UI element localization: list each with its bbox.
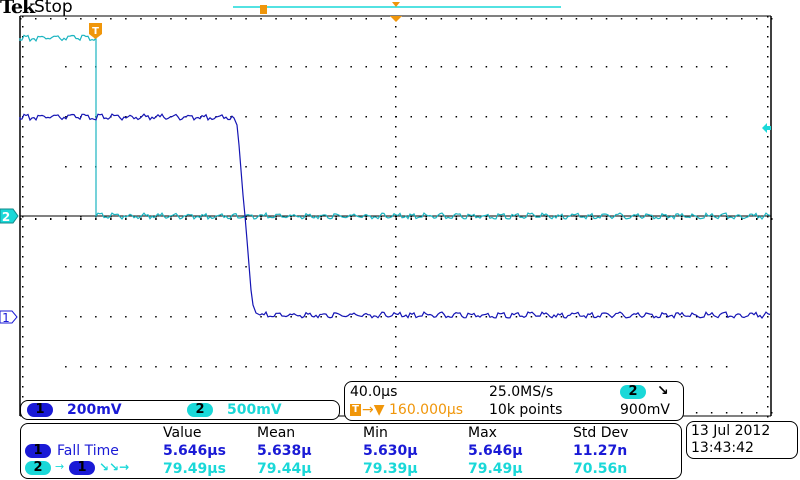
ch2-badge[interactable]: 2	[187, 403, 213, 417]
date: 13 Jul 2012	[691, 423, 771, 439]
delay-arrow-icon: →▼	[362, 402, 385, 418]
meas2-mean: 79.44µ	[257, 461, 312, 477]
brand-logo: Tek	[0, 0, 35, 18]
ch1-waveform	[19, 113, 771, 319]
meas2-max: 79.49µ	[468, 461, 523, 477]
svg-text:1: 1	[2, 311, 10, 325]
delay-edges-icon: ↘↘→	[99, 460, 130, 474]
measurements-panel: Value Mean Min Max Std Dev 1 Fall Time 5…	[20, 423, 682, 479]
sample-rate: 25.0MS/s	[489, 384, 554, 400]
trigger-delay[interactable]: 160.000µs	[389, 402, 464, 418]
header-mean: Mean	[257, 425, 296, 441]
trigger-level[interactable]: 900mV	[620, 402, 670, 418]
svg-text:T: T	[92, 26, 99, 37]
falling-edge-icon: ↘	[657, 383, 669, 399]
meas2-source-badge[interactable]: 2	[25, 461, 51, 475]
meas2-std-dev: 70.56n	[573, 461, 628, 477]
trigger-source-badge[interactable]: 2	[620, 385, 646, 399]
ch1-ground-marker[interactable]: 1	[0, 310, 18, 325]
header-value: Value	[163, 425, 202, 441]
trigger-position-marker[interactable]: T	[89, 23, 102, 39]
record-center-marker	[392, 2, 400, 7]
record-trigger-marker	[260, 5, 267, 14]
record-length: 10k points	[489, 402, 563, 418]
header-min: Min	[363, 425, 388, 441]
ch1-badge[interactable]: 1	[27, 403, 53, 417]
expansion-point-marker	[390, 16, 402, 22]
meas1-label[interactable]: Fall Time	[57, 443, 119, 459]
meas1-source-badge[interactable]: 1	[25, 444, 51, 458]
acquisition-state: Stop	[34, 0, 73, 17]
ch2-waveform	[19, 34, 771, 220]
timebase-panel: 40.0µs 25.0MS/s 2 ↘ T →▼ 160.000µs 10k p…	[344, 381, 684, 421]
meas1-min: 5.630µ	[363, 443, 418, 459]
channel-scale-panel: 1 200mV 2 500mV	[20, 400, 340, 420]
trigger-delay-icon: T	[350, 404, 361, 416]
svg-text:2: 2	[2, 210, 10, 224]
datetime-panel: 13 Jul 2012 13:43:42	[686, 421, 798, 459]
header-std-dev: Std Dev	[573, 425, 629, 441]
time: 13:43:42	[691, 440, 754, 456]
ch2-scale[interactable]: 500mV	[227, 402, 282, 418]
header-max: Max	[468, 425, 497, 441]
meas2-value: 79.49µs	[163, 461, 226, 477]
horizontal-scale[interactable]: 40.0µs	[350, 384, 398, 400]
meas2-min: 79.39µ	[363, 461, 418, 477]
trigger-level-arrow-icon	[762, 123, 771, 133]
meas1-mean: 5.638µ	[257, 443, 312, 459]
meas1-std-dev: 11.27n	[573, 443, 628, 459]
meas1-value: 5.646µs	[163, 443, 226, 459]
meas1-max: 5.646µ	[468, 443, 523, 459]
ch1-scale[interactable]: 200mV	[67, 402, 122, 418]
meas2-target-badge[interactable]: 1	[69, 461, 95, 475]
arrow-icon: →	[55, 460, 65, 473]
ch2-ground-marker[interactable]: 2	[0, 208, 19, 224]
